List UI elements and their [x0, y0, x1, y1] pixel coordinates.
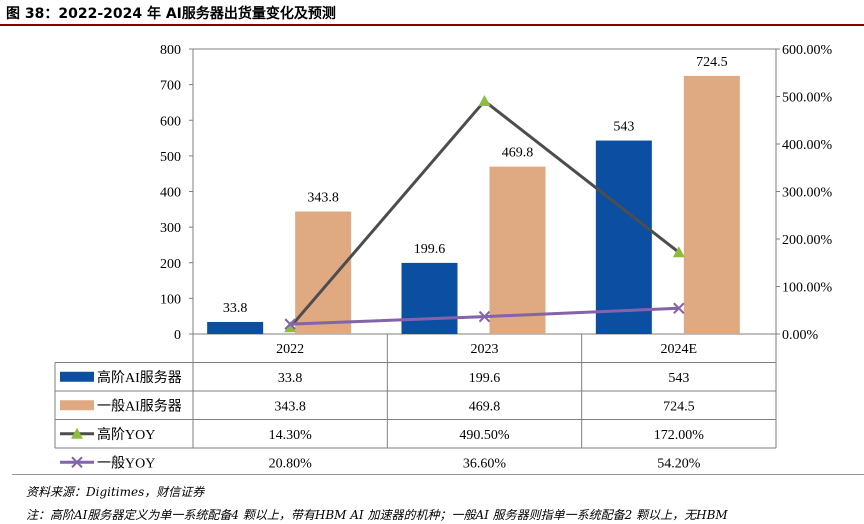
bar-data-label: 543: [613, 120, 634, 135]
table-cell: 724.5: [663, 399, 695, 414]
category-label: 2022: [276, 342, 304, 357]
left-axis-tick-label: 600: [160, 114, 181, 129]
general-yoy-marker: [284, 318, 296, 330]
legend-label: 高阶AI服务器: [97, 369, 182, 386]
bar-data-label: 33.8: [223, 301, 248, 316]
high-end-yoy-marker: [478, 95, 491, 107]
left-axis-tick-label: 400: [160, 186, 181, 201]
footnote: 注：高阶AI服务器定义为单一系统配备4 颗以上，带有HBM AI 加速器的机种；…: [26, 508, 728, 522]
figure-title: 图 38：2022-2024 年 AI服务器出货量变化及预测: [6, 6, 336, 22]
category-label: 2023: [471, 342, 499, 357]
legend-label: 高阶YOY: [97, 426, 155, 443]
table-cell: 543: [668, 371, 689, 386]
bar-high-end-2022: [207, 321, 264, 334]
table-cell: 199.6: [469, 371, 501, 386]
left-axis-tick-label: 100: [160, 292, 181, 307]
table-cell: 14.30%: [269, 428, 313, 443]
legend-swatch: [60, 371, 94, 382]
bar-data-label: 469.8: [502, 146, 534, 161]
right-axis-tick-label: 100.00%: [782, 281, 833, 296]
bar-data-label: 199.6: [414, 242, 446, 257]
legend-marker: [71, 427, 83, 439]
table-cell: 54.20%: [657, 456, 701, 470]
bar-high-end-2023: [401, 262, 458, 334]
left-axis-tick-label: 700: [160, 79, 181, 94]
high-end-yoy-marker: [284, 321, 297, 333]
right-axis-tick-label: 0.00%: [782, 328, 819, 343]
bar-general-2022: [295, 211, 352, 334]
bar-general-2024E: [683, 75, 740, 334]
bar-data-label: 724.5: [696, 55, 728, 70]
legend-label: 一般YOY: [97, 455, 155, 470]
left-axis-tick-label: 800: [160, 43, 181, 58]
right-axis-tick-label: 600.00%: [782, 43, 833, 58]
bar-data-label: 343.8: [307, 191, 339, 206]
high-end-yoy-marker: [672, 246, 685, 258]
legend-marker: [71, 456, 83, 468]
table-cell: 172.00%: [654, 428, 705, 443]
right-axis-tick-label: 200.00%: [782, 233, 833, 248]
legend-label: 一般AI服务器: [97, 398, 182, 414]
left-axis-tick-label: 500: [160, 150, 181, 165]
table-cell: 490.50%: [459, 428, 510, 443]
table-cell: 343.8: [274, 399, 306, 414]
right-axis-tick-label: 400.00%: [782, 138, 833, 153]
general-yoy-marker: [673, 302, 685, 314]
right-axis-tick-label: 500.00%: [782, 91, 833, 106]
general-yoy-marker: [478, 310, 491, 323]
title-rule: [0, 24, 864, 26]
table-cell: 20.80%: [269, 456, 313, 470]
left-axis-tick-label: 200: [160, 257, 181, 272]
bar-general-2023: [489, 166, 546, 334]
bar-high-end-2024E: [595, 140, 652, 334]
table-cell: 33.8: [278, 371, 303, 386]
footer-rule: [12, 474, 864, 475]
table-cell: 469.8: [469, 399, 501, 414]
left-axis-tick-label: 0: [174, 328, 181, 343]
legend-swatch: [60, 400, 94, 411]
table-cell: 36.60%: [463, 456, 507, 470]
chart-svg: 0 100 200 300 400 500 600 700 800 0.00% 100.00% 200…: [54, 43, 833, 470]
category-label: 2024E: [661, 342, 698, 357]
left-axis-tick-label: 300: [160, 221, 181, 236]
right-axis-tick-label: 300.00%: [782, 186, 833, 201]
source-note: 资料来源：Digitimes，财信证券: [26, 485, 205, 499]
